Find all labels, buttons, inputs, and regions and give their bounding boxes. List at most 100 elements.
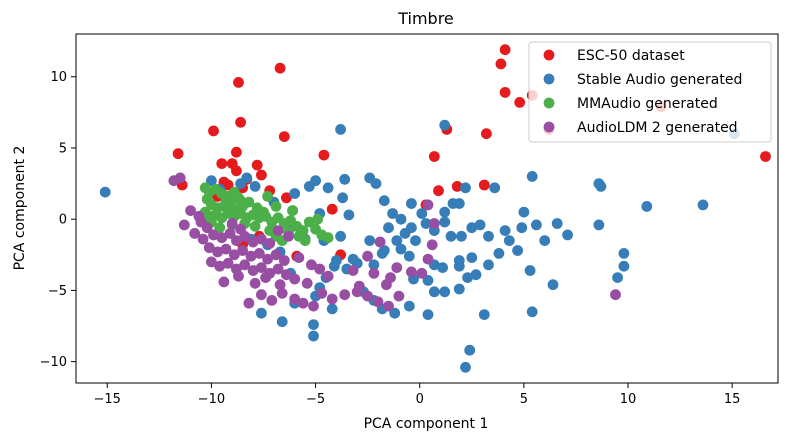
y-tick-label: 10: [50, 70, 67, 85]
data-point: [451, 181, 463, 192]
data-point: [403, 250, 415, 262]
data-point: [370, 178, 382, 190]
data-point: [306, 259, 317, 271]
data-point: [339, 289, 351, 301]
data-point: [208, 125, 219, 137]
data-point: [308, 319, 319, 330]
data-point: [224, 228, 236, 239]
x-tick-label: 10: [620, 392, 637, 407]
data-point: [481, 128, 492, 140]
data-point: [595, 181, 607, 192]
x-tick-label: 0: [416, 392, 424, 407]
data-point: [410, 235, 421, 247]
data-point: [445, 230, 457, 242]
data-point: [518, 206, 530, 218]
data-point: [478, 179, 490, 191]
data-point: [474, 219, 486, 231]
data-point: [212, 246, 224, 258]
data-point: [193, 210, 205, 222]
data-point: [437, 262, 448, 273]
data-point: [308, 300, 319, 312]
data-point: [256, 307, 267, 319]
data-point: [189, 228, 201, 239]
plot-area: [99, 44, 771, 373]
data-point: [249, 220, 261, 232]
data-point: [245, 250, 257, 262]
data-point: [378, 195, 390, 207]
data-point: [326, 293, 338, 305]
data-point: [301, 277, 313, 289]
data-point: [381, 279, 392, 291]
data-point: [331, 255, 342, 266]
data-point: [208, 229, 219, 241]
x-tick-label: −5: [306, 392, 325, 407]
data-point: [249, 181, 261, 192]
data-point: [99, 186, 111, 198]
data-point: [235, 116, 247, 128]
data-point: [512, 245, 523, 256]
data-point: [226, 218, 238, 229]
data-point: [439, 286, 451, 298]
data-point: [453, 260, 465, 272]
data-point: [422, 309, 434, 320]
data-point: [206, 175, 217, 187]
legend-box: [528, 41, 772, 143]
data-point: [612, 272, 623, 283]
data-point: [339, 173, 351, 185]
legend: ESC-50 dataset Stable Audio generated MMAu…: [528, 41, 772, 143]
data-point: [526, 306, 538, 318]
data-point: [220, 195, 232, 207]
data-point: [231, 146, 242, 158]
data-point: [218, 276, 230, 288]
data-point: [406, 266, 417, 278]
data-point: [406, 222, 417, 234]
data-point: [466, 252, 478, 263]
data-point: [253, 248, 265, 259]
data-point: [478, 309, 490, 320]
data-point: [322, 270, 334, 282]
data-point: [289, 293, 301, 305]
chart-title: Timbre: [397, 9, 454, 28]
data-point: [499, 44, 511, 56]
y-tick-label: 0: [59, 213, 67, 228]
data-point: [483, 259, 494, 271]
data-point: [243, 297, 255, 309]
legend-label: Stable Audio generated: [577, 72, 742, 88]
data-point: [378, 245, 390, 256]
data-point: [237, 245, 249, 256]
data-point: [383, 300, 394, 312]
y-axis-label: PCA component 2: [12, 146, 28, 271]
data-point: [374, 236, 386, 248]
data-point: [283, 230, 294, 242]
data-point: [322, 232, 334, 244]
data-point: [610, 289, 621, 301]
data-point: [618, 248, 630, 259]
data-point: [220, 243, 232, 255]
data-point: [422, 275, 434, 286]
data-point: [426, 239, 438, 251]
data-point: [243, 196, 255, 208]
plot-frame: [75, 33, 779, 384]
data-point: [453, 198, 465, 209]
data-point: [247, 236, 259, 248]
data-point: [216, 158, 228, 170]
data-point: [326, 303, 338, 315]
data-point: [308, 330, 319, 342]
data-point: [264, 225, 276, 237]
data-point: [439, 216, 451, 228]
data-point: [239, 259, 251, 271]
data-point: [433, 185, 444, 197]
data-point: [460, 182, 471, 194]
data-point: [214, 260, 226, 272]
data-point: [495, 58, 507, 70]
data-point: [393, 290, 405, 302]
data-point: [420, 218, 432, 229]
x-tick-label: −10: [198, 392, 225, 407]
data-point: [297, 297, 309, 309]
data-point: [403, 300, 415, 312]
data-point: [201, 222, 213, 234]
y-tick-label: −10: [40, 355, 67, 370]
legend-marker: [543, 121, 555, 133]
data-point: [272, 263, 284, 275]
